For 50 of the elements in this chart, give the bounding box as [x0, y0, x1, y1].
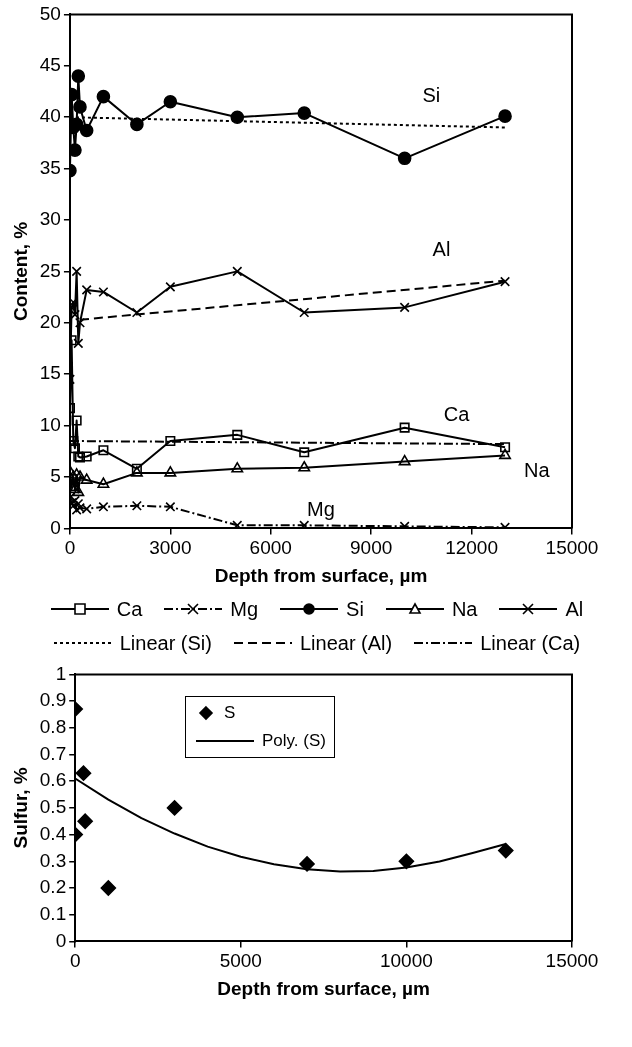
legend-label: Al: [565, 597, 584, 622]
legend-label: Na: [451, 597, 478, 622]
x-tick-label: 10000: [379, 950, 433, 972]
y-tick-label: 0.3: [39, 849, 67, 871]
y-tick-label: 0.1: [39, 902, 67, 924]
legend-label: S: [224, 702, 236, 724]
y-tick-label: 15: [39, 362, 61, 384]
x-axis-title: Depth from surface, µm: [217, 977, 430, 999]
y-tick-label: 0: [50, 516, 61, 538]
x-axis-title: Depth from surface, µm: [214, 564, 428, 586]
y-tick-label: 25: [39, 259, 61, 281]
legend-label: Mg: [230, 597, 259, 622]
legend-label: Poly. (S): [262, 730, 326, 752]
x-tick-label: 0: [69, 950, 81, 972]
annotation: Al: [432, 238, 451, 261]
y-axis-title: Content, %: [9, 221, 31, 322]
y-tick-label: 45: [39, 54, 61, 76]
y-tick-label: 1: [55, 662, 67, 684]
y-tick-label: 0: [55, 929, 67, 951]
legend-label: Linear (Al): [299, 631, 393, 656]
y-tick-label: 50: [39, 2, 61, 24]
y-tick-label: 30: [39, 208, 61, 230]
y-tick-label: 0.8: [39, 716, 67, 738]
legend-label: Ca: [116, 597, 143, 622]
y-tick-label: 35: [39, 156, 61, 178]
x-tick-label: 15000: [545, 537, 599, 559]
y-tick-label: 10: [39, 413, 61, 435]
x-tick-label: 9000: [350, 537, 393, 559]
x-tick-label: 6000: [249, 537, 292, 559]
annotation: Si: [422, 84, 441, 107]
legend-label: Si: [346, 597, 364, 622]
annotation: Mg: [307, 497, 335, 520]
y-tick-label: 0.4: [39, 822, 67, 844]
y-tick-label: 0.5: [39, 796, 67, 818]
x-tick-label: 3000: [149, 537, 192, 559]
annotation: Na: [524, 459, 551, 482]
y-tick-label: 5: [50, 465, 61, 487]
y-tick-label: 0.6: [39, 769, 67, 791]
annotation: Ca: [443, 402, 471, 425]
y-tick-label: 0.7: [39, 742, 67, 764]
y-tick-label: 20: [39, 311, 61, 333]
x-tick-label: 12000: [445, 537, 499, 559]
y-tick-label: 0.2: [39, 876, 67, 898]
legend-label: Linear (Si): [119, 631, 212, 656]
y-tick-label: 0.9: [39, 689, 67, 711]
x-tick-label: 5000: [219, 950, 262, 972]
y-axis-title: Sulfur, %: [9, 767, 31, 849]
y-tick-label: 40: [39, 105, 61, 127]
x-tick-label: 15000: [545, 950, 599, 972]
legend-label: Linear (Ca): [480, 631, 581, 656]
